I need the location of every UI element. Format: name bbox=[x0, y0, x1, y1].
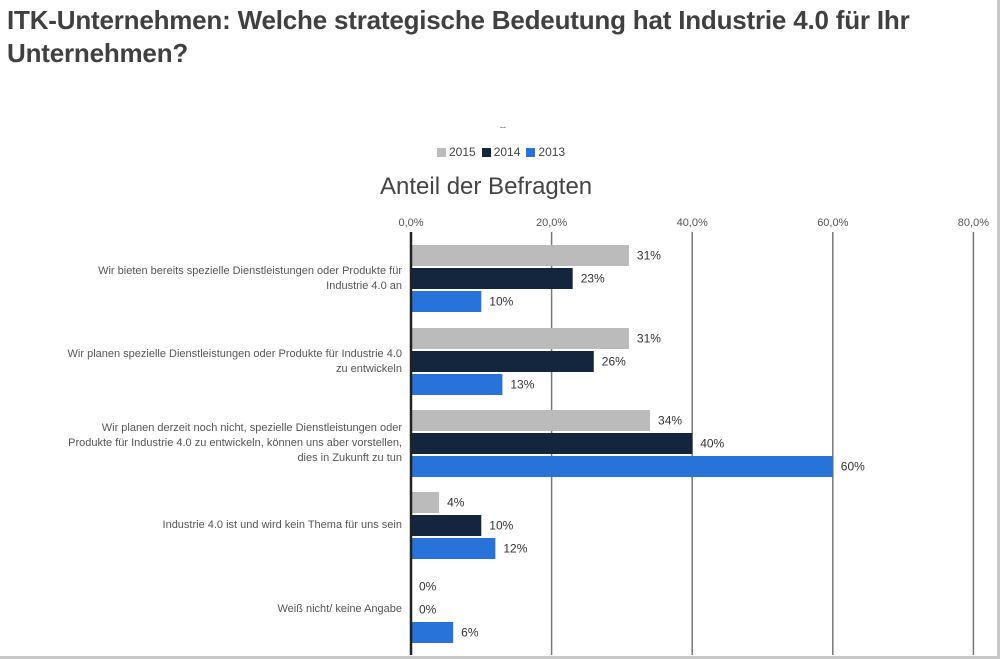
x-tick-label: 0,0% bbox=[398, 217, 423, 229]
legend-item-2013[interactable]: 2013 bbox=[526, 145, 565, 159]
legend-swatch-2014 bbox=[481, 147, 491, 157]
bar-2014 bbox=[411, 515, 482, 536]
page-title: ITK-Unternehmen: Welche strategische Bed… bbox=[7, 5, 910, 68]
category-label-line: Weiß nicht/ keine Angabe bbox=[277, 603, 402, 615]
category-label-line: Wir planen spezielle Dienstleistungen od… bbox=[67, 347, 402, 360]
data-label: 10% bbox=[489, 295, 513, 309]
legend-swatch-2015 bbox=[437, 147, 446, 157]
legend-separator: -- bbox=[500, 122, 506, 132]
legend-item-2015[interactable]: 2015 bbox=[437, 145, 476, 159]
data-label: 10% bbox=[489, 519, 513, 533]
data-label: 31% bbox=[637, 249, 661, 263]
bar-2014 bbox=[411, 433, 693, 454]
data-label: 23% bbox=[581, 272, 605, 286]
category-label-line: zu entwickeln bbox=[335, 362, 402, 375]
legend-label-2015: 2015 bbox=[449, 145, 476, 159]
category-label: Wir planen derzeit noch nicht, spezielle… bbox=[32, 421, 402, 466]
legend-item-2014[interactable]: 2014 bbox=[481, 145, 521, 159]
data-label: 40% bbox=[700, 437, 724, 451]
data-label: 26% bbox=[602, 355, 626, 369]
bar-2013 bbox=[411, 456, 833, 477]
data-label: 31% bbox=[637, 332, 661, 346]
category-label: Wir bieten bereits spezielle Dienstleist… bbox=[32, 264, 402, 294]
category-label-line: Wir bieten bereits spezielle Dienstleist… bbox=[98, 264, 402, 277]
x-tick-label: 60,0% bbox=[817, 217, 848, 229]
data-label: 4% bbox=[447, 496, 465, 510]
category-label-line: dies in Zukunft zu tun bbox=[297, 452, 402, 464]
chart-title: Anteil der Befragten bbox=[380, 173, 593, 200]
data-label: 12% bbox=[503, 542, 527, 556]
legend-label-2013: 2013 bbox=[538, 145, 566, 159]
frame-border-right bbox=[997, 0, 1000, 659]
category-label: Weiß nicht/ keine Angabe bbox=[32, 602, 402, 617]
category-label-line: Industrie 4.0 ist und wird kein Thema fü… bbox=[162, 519, 402, 531]
legend-swatch-2013 bbox=[526, 147, 536, 157]
data-label: 34% bbox=[658, 414, 682, 428]
category-label: Wir planen spezielle Dienstleistungen od… bbox=[32, 347, 402, 377]
data-label: 0% bbox=[419, 603, 437, 617]
bar-2014 bbox=[411, 268, 573, 289]
x-tick-label: 40,0% bbox=[677, 217, 708, 229]
category-label-line: Produkte für Industrie 4.0 zu entwickeln… bbox=[68, 437, 402, 449]
data-label: 0% bbox=[419, 580, 437, 594]
bar-2015 bbox=[411, 328, 629, 349]
category-label-line: Industrie 4.0 an bbox=[326, 279, 402, 292]
bar-2013 bbox=[411, 291, 482, 312]
bar-2015 bbox=[411, 410, 651, 431]
category-label-line: Wir planen derzeit noch nicht, spezielle… bbox=[101, 422, 402, 434]
bar-2013 bbox=[411, 374, 503, 395]
bar-2014 bbox=[411, 351, 594, 372]
bar-2013 bbox=[411, 538, 496, 559]
x-tick-label: 20,0% bbox=[536, 217, 567, 229]
bar-2013 bbox=[411, 622, 454, 643]
data-label: 6% bbox=[461, 626, 479, 640]
data-label: 13% bbox=[510, 378, 534, 392]
frame-border-bottom bbox=[0, 656, 1000, 659]
category-label: Industrie 4.0 ist und wird kein Thema fü… bbox=[32, 518, 402, 533]
data-label: 60% bbox=[841, 460, 865, 474]
bar-2015 bbox=[411, 245, 629, 266]
x-tick-label: 80,0% bbox=[958, 217, 989, 229]
chart-legend: 2015 2014 2013 bbox=[437, 145, 565, 159]
legend-label-2014: 2014 bbox=[493, 145, 521, 159]
bar-2015 bbox=[411, 492, 440, 513]
